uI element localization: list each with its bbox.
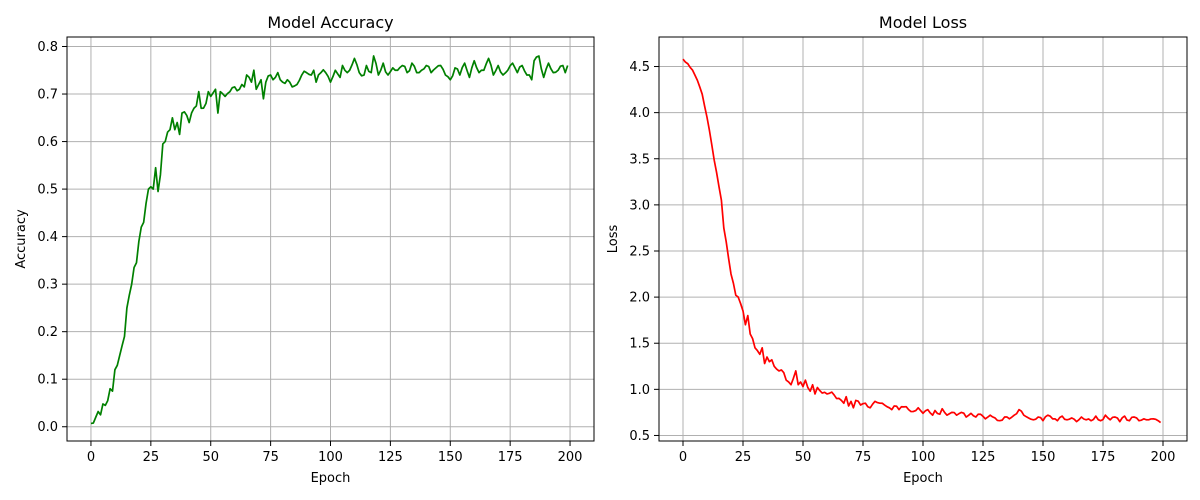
accuracy-chart-title: Model Accuracy: [267, 13, 393, 32]
accuracy-y-tick-label: 0.0: [37, 420, 58, 435]
accuracy-y-tick-label: 0.4: [37, 230, 58, 245]
loss-ticks: 0 25 50 75 100 125 150 175 200 0.5 1.0 1.5 2.0 2.5 3.0…: [629, 60, 1175, 465]
accuracy-y-tick-label: 0.1: [37, 373, 58, 388]
loss-x-tick-label: 150: [1031, 450, 1056, 465]
accuracy-x-tick-label: 150: [438, 450, 463, 465]
loss-x-axis-label: Epoch: [903, 471, 943, 486]
loss-x-tick-label: 25: [735, 450, 752, 465]
loss-x-tick-label: 100: [911, 450, 936, 465]
loss-series: [682, 58, 1162, 424]
accuracy-line: [90, 55, 569, 425]
accuracy-grid: [67, 37, 594, 441]
loss-y-tick-label: 4.0: [629, 106, 650, 121]
loss-x-tick-label: 75: [855, 450, 872, 465]
accuracy-x-tick-label: 200: [558, 450, 583, 465]
loss-x-tick-label: 175: [1091, 450, 1116, 465]
accuracy-x-tick-label: 50: [202, 450, 219, 465]
accuracy-y-tick-label: 0.5: [37, 183, 58, 198]
loss-y-tick-label: 1.0: [629, 383, 650, 398]
accuracy-x-tick-label: 100: [318, 450, 343, 465]
loss-y-tick-label: 3.0: [629, 198, 650, 213]
accuracy-y-tick-label: 0.2: [37, 325, 58, 340]
loss-x-tick-label: 200: [1151, 450, 1176, 465]
accuracy-y-tick-label: 0.8: [37, 40, 58, 55]
accuracy-y-tick-label: 0.7: [37, 88, 58, 103]
accuracy-x-tick-label: 75: [262, 450, 279, 465]
loss-y-tick-label: 0.5: [629, 429, 650, 444]
loss-y-tick-label: 1.5: [629, 337, 650, 352]
loss-x-tick-label: 50: [795, 450, 812, 465]
accuracy-series: [90, 55, 569, 425]
accuracy-y-tick-label: 0.6: [37, 135, 58, 150]
loss-grid: [659, 37, 1187, 441]
accuracy-x-tick-label: 125: [378, 450, 403, 465]
loss-chart: 0 25 50 75 100 125 150 175 200 0.5 1.0 1.5 2.0 2.5 3.0…: [606, 13, 1188, 486]
accuracy-x-axis-label: Epoch: [311, 471, 351, 486]
accuracy-x-tick-label: 175: [498, 450, 523, 465]
loss-x-tick-label: 0: [679, 450, 687, 465]
loss-y-tick-label: 4.5: [629, 60, 650, 75]
loss-x-tick-label: 125: [971, 450, 996, 465]
accuracy-y-axis-label: Accuracy: [14, 209, 29, 269]
loss-line: [682, 58, 1162, 424]
accuracy-chart: 0 25 50 75 100 125 150 175 200 0.0 0.1 0.2 0.3 0.4 0.5…: [14, 13, 595, 486]
accuracy-y-tick-label: 0.3: [37, 278, 58, 293]
accuracy-ticks: 0 25 50 75 100 125 150 175 200 0.0 0.1 0.2 0.3 0.4 0.5…: [37, 40, 582, 465]
accuracy-x-tick-label: 0: [87, 450, 95, 465]
accuracy-x-tick-label: 25: [143, 450, 160, 465]
loss-y-axis-label: Loss: [606, 225, 621, 254]
loss-y-tick-label: 2.0: [629, 291, 650, 306]
loss-y-tick-label: 2.5: [629, 244, 650, 259]
loss-chart-title: Model Loss: [879, 13, 967, 32]
loss-y-tick-label: 3.5: [629, 152, 650, 167]
